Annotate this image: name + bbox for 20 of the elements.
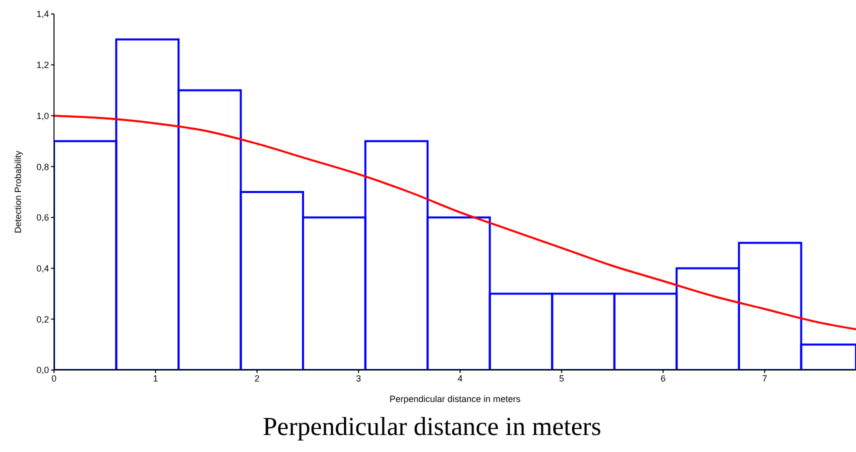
x-tick-label: 3 <box>356 373 362 384</box>
x-tick-label: 1 <box>153 373 158 384</box>
y-tick-label: 0,8 <box>36 162 49 172</box>
x-tick-label: 5 <box>559 373 564 384</box>
x-tick-label: 2 <box>254 373 260 384</box>
x-tick-label: 0 <box>51 373 57 384</box>
y-tick-label: 1,0 <box>36 110 49 121</box>
x-axis-title: Perpendicular distance in meters <box>389 394 522 404</box>
x-tick-label: 7 <box>762 373 768 384</box>
x-tick-label: 6 <box>660 373 666 384</box>
y-tick-label: 0,0 <box>36 365 49 376</box>
y-tick-label: 0,6 <box>36 212 49 223</box>
y-axis-title: Detection Probability <box>13 150 24 234</box>
y-tick-label: 1,2 <box>36 60 49 70</box>
y-tick-label: 0,4 <box>36 263 49 274</box>
line-series <box>54 114 856 330</box>
x-tick-label: 4 <box>458 373 463 384</box>
y-tick-label: 0,2 <box>36 314 49 324</box>
y-tick-label: 1,4 <box>36 9 49 20</box>
text: Perpendicular distance in meters <box>262 412 602 442</box>
